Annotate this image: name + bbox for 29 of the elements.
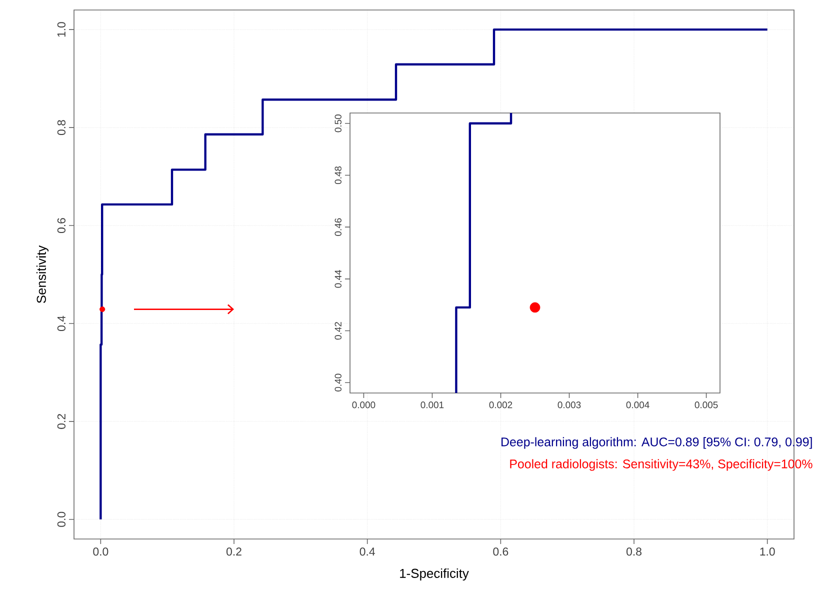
- y-tick-label: 0.2: [57, 414, 66, 429]
- x-tick-label: 0.005: [694, 402, 718, 408]
- x-tick-label: 0.4: [360, 548, 375, 556]
- y-tick-label: 0.50: [334, 114, 342, 132]
- annotation: Deep-learning algorithm: AUC=0.89 [95% CI: 0.79, 0.99]: [502, 437, 812, 449]
- y-tick-label: 0.42: [334, 322, 342, 340]
- y-tick-label: 0.46: [334, 218, 342, 236]
- y-tick-label: 0.44: [334, 270, 342, 288]
- y-tick-label: 0.0: [57, 512, 66, 527]
- annotation: Pooled radiologists: Sensitivity=43%, Specificity=100%: [510, 459, 812, 471]
- y-tick-label: 0.48: [334, 166, 342, 184]
- x-tick-label: 0.002: [489, 402, 512, 408]
- y-tick-label: 0.4: [57, 316, 66, 331]
- x-tick-label: 0.001: [420, 402, 444, 408]
- y-tick-label: 0.8: [57, 120, 66, 136]
- x-axis-title: 1-Specificity: [400, 568, 469, 581]
- x-tick-label: 0.003: [558, 402, 581, 408]
- x-tick-label: 0.2: [226, 548, 242, 556]
- x-tick-label: 1.0: [760, 548, 775, 556]
- x-tick-label: 0.8: [626, 548, 642, 556]
- y-tick-label: 0.6: [57, 218, 66, 234]
- x-tick-label: 0.6: [493, 548, 508, 556]
- x-tick-label: 0.004: [626, 402, 650, 408]
- y-tick-label: 1.0: [57, 22, 66, 37]
- y-tick-label: 0.40: [334, 374, 342, 392]
- line-series: [455, 112, 512, 393]
- x-tick-label: 0.0: [93, 548, 108, 556]
- y-axis-title: Sensitivity: [36, 245, 49, 304]
- x-tick-label: 0.000: [352, 402, 376, 408]
